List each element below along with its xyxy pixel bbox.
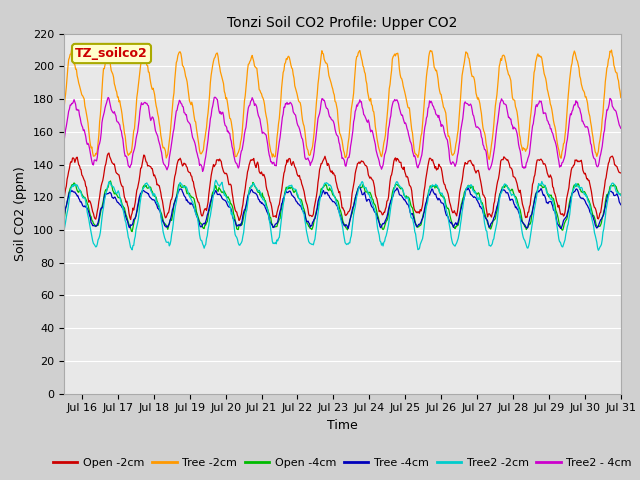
Y-axis label: Soil CO2 (ppm): Soil CO2 (ppm) xyxy=(15,166,28,261)
X-axis label: Time: Time xyxy=(327,419,358,432)
Legend: Open -2cm, Tree -2cm, Open -4cm, Tree -4cm, Tree2 -2cm, Tree2 - 4cm: Open -2cm, Tree -2cm, Open -4cm, Tree -4… xyxy=(49,453,636,472)
Title: Tonzi Soil CO2 Profile: Upper CO2: Tonzi Soil CO2 Profile: Upper CO2 xyxy=(227,16,458,30)
Text: TZ_soilco2: TZ_soilco2 xyxy=(75,47,148,60)
